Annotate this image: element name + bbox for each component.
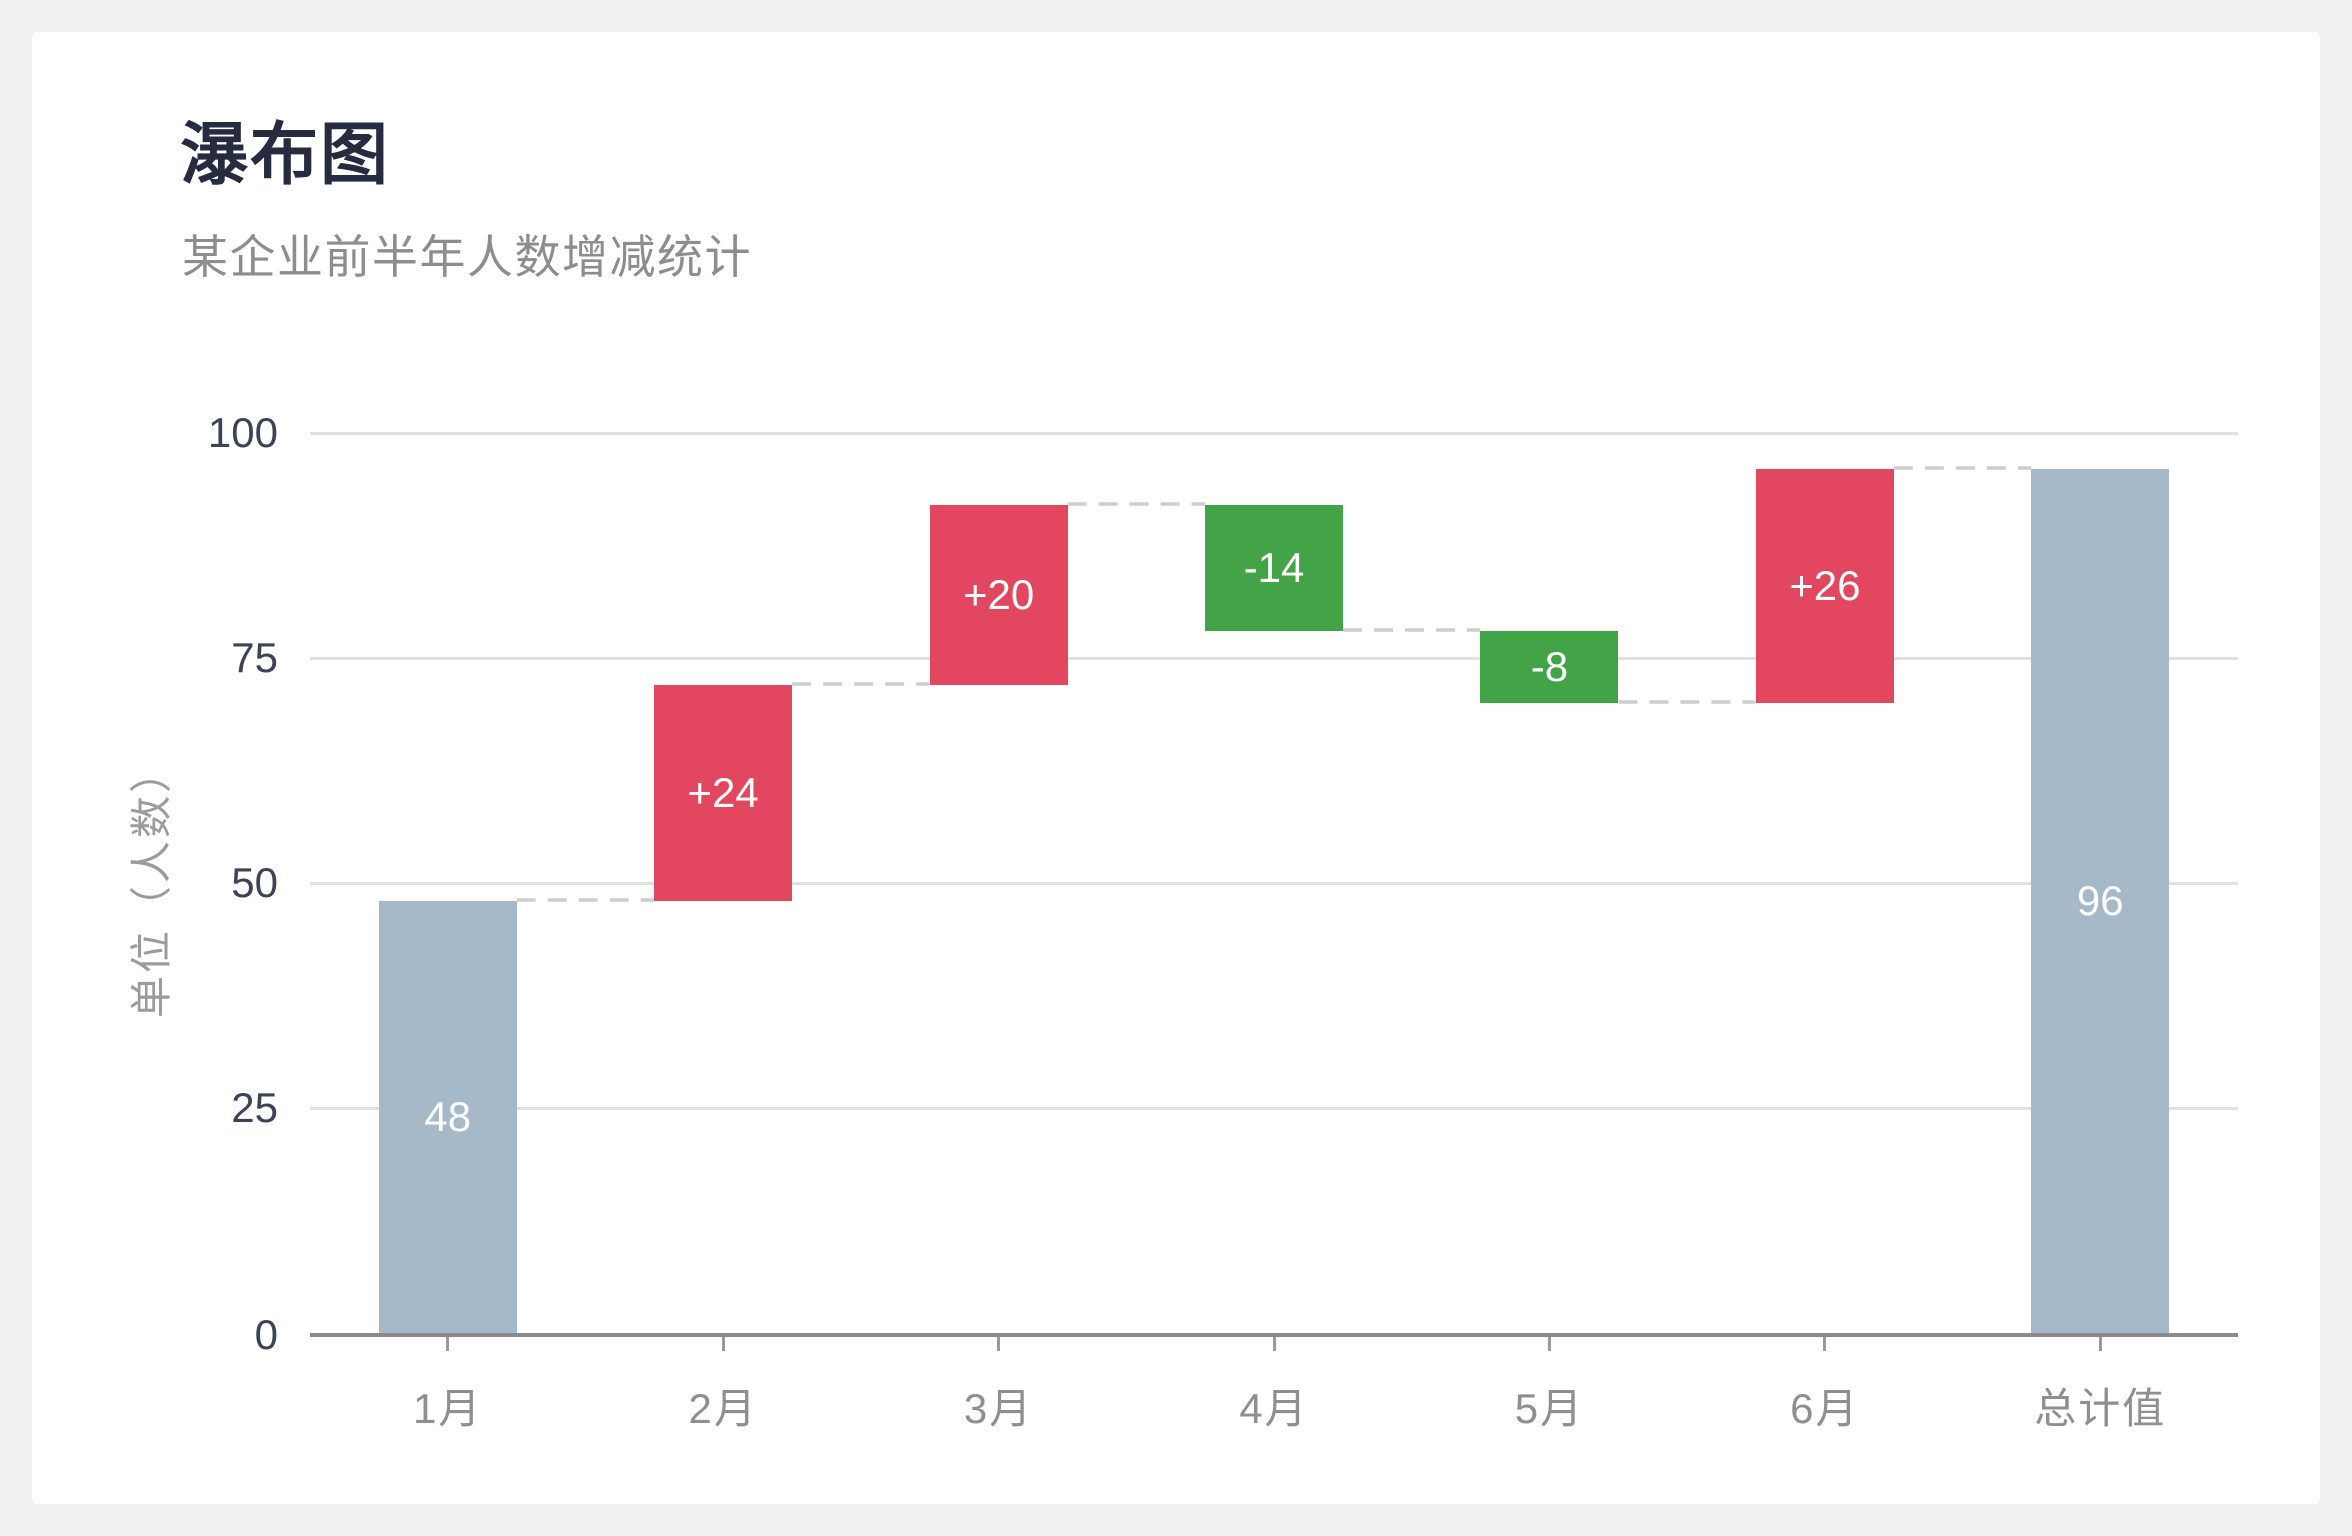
x-axis-line [310,1333,2238,1337]
bar-3月[interactable] [929,505,1068,685]
x-axis-label-2月: 2月 [688,1385,758,1432]
bar-value-label-5月: -8 [1530,643,1569,690]
x-axis-label-1月: 1月 [413,1385,483,1432]
bar-value-label-6月: +26 [1789,562,1861,609]
bar-1月[interactable] [378,901,517,1333]
bar-4月[interactable] [1205,505,1343,631]
x-tick-总计值 [2098,1337,2102,1351]
x-tick-1月 [446,1337,450,1351]
x-axis-label-4月: 4月 [1239,1385,1309,1432]
connector-layer [516,466,2032,902]
chart-card: 瀑布图 某企业前半年人数增减统计 0 25 50 75 100 48 +24 +20 -14 -8… [32,32,2320,1504]
bar-value-label-2月: +24 [687,769,759,816]
x-tick-5月 [1547,1337,1551,1351]
x-tick-6月 [1823,1337,1827,1351]
gridline-75 [310,657,2238,660]
y-axis-title: 单位（人数） [128,747,175,1019]
gridline-25 [310,1107,2238,1110]
x-axis-label-3月: 3月 [963,1385,1034,1432]
bar-value-label-4月: -14 [1243,544,1305,591]
x-tick-4月 [1272,1337,1276,1351]
bar-总计值[interactable] [2031,469,2170,1333]
x-axis-label-5月: 5月 [1514,1385,1585,1432]
x-axis-label-6月: 6月 [1790,1385,1860,1432]
bar-5月[interactable] [1480,631,1619,703]
chart-title: 瀑布图 [180,117,391,193]
bar-value-label-3月: +20 [962,571,1035,618]
x-tick-3月 [997,1337,1001,1351]
gridline-100 [310,432,2238,435]
bar-value-label-1月: 48 [424,1093,472,1140]
x-tick-2月 [721,1337,725,1351]
x-axis-label-总计值: 总计值 [2034,1385,2167,1432]
chart-subtitle: 某企业前半年人数增减统计 [182,231,752,283]
bar-6月[interactable] [1755,469,1894,703]
gridline-50 [310,882,2238,885]
y-tick-label-25: 25 [231,1084,278,1131]
y-tick-label-0: 0 [254,1311,278,1358]
bar-value-label-总计值: 96 [2076,877,2124,924]
y-tick-label-50: 50 [231,859,278,906]
y-tick-label-75: 75 [231,634,278,681]
y-tick-label-100: 100 [207,409,278,456]
waterfall-chart: 0 25 50 75 100 48 +24 +20 -14 -8 +26 96 1月 2月 3月 4月 5月 6月… [32,32,2320,1504]
bar-2月[interactable] [654,685,793,901]
